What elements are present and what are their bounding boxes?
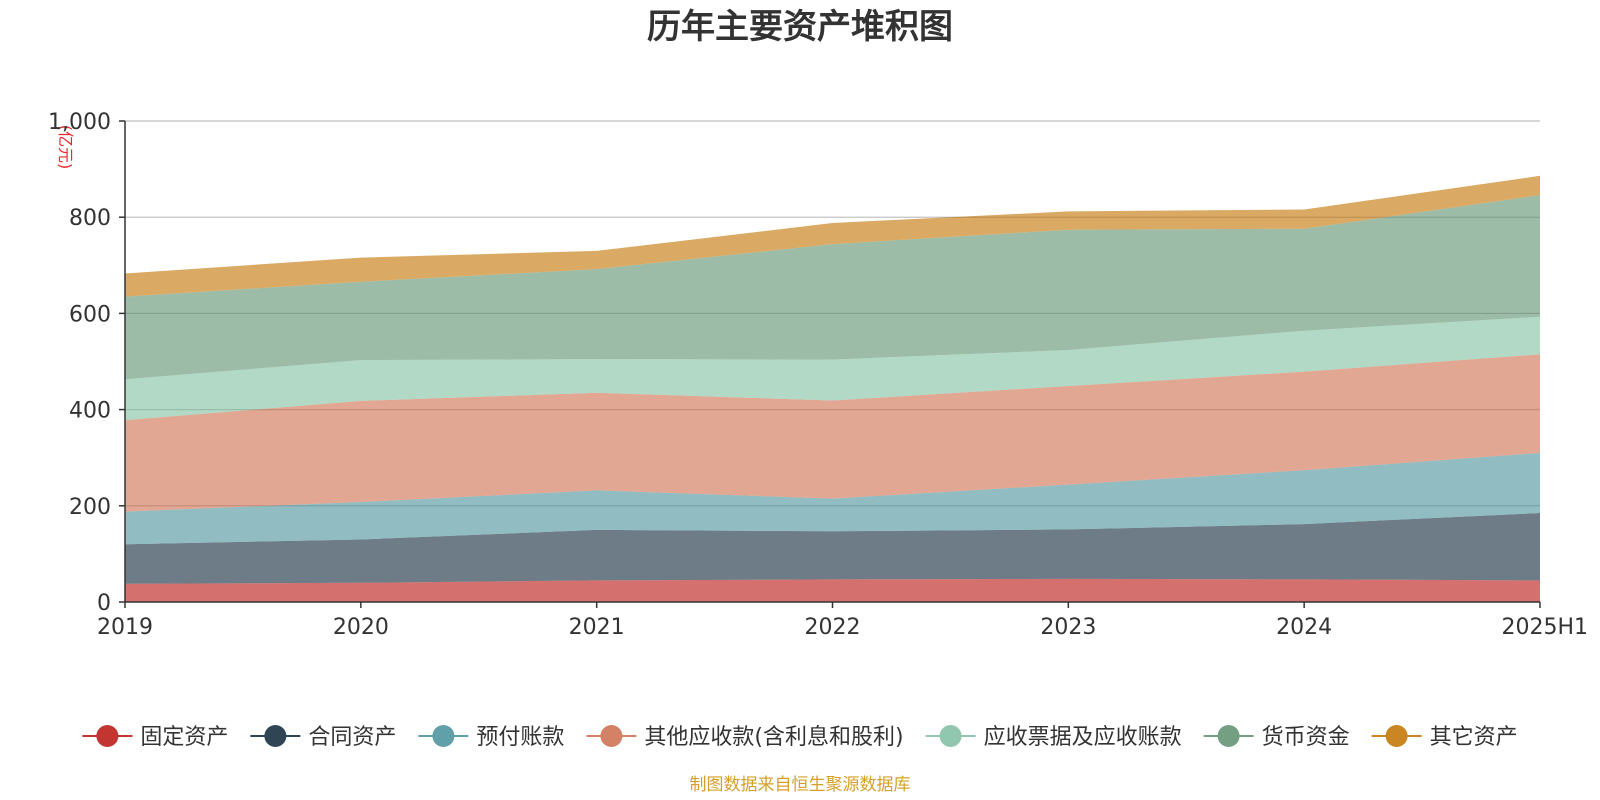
legend-label: 其它资产	[1430, 725, 1518, 750]
y-tick-label: 200	[69, 495, 111, 520]
legend-dot-marker	[264, 725, 287, 747]
area-series	[125, 316, 1540, 421]
legend-label: 预付账款	[476, 725, 564, 750]
legend-item[interactable]: 货币资金	[1203, 725, 1350, 750]
legend-label: 合同资产	[308, 725, 396, 750]
legend-label: 其他应收款(含利息和股利)	[644, 725, 903, 750]
area-series	[125, 175, 1540, 297]
legend-label: 货币资金	[1262, 725, 1350, 750]
x-axis-ticks: 2019 2020 2021 2022 2023 2024 2025H1	[97, 602, 1588, 640]
legend: 固定资产 合同资产 预付账款 其他应收款(含利息和股利) 应收票据及应收账款 货币资金 其它…	[82, 725, 1518, 750]
x-tick-label: 2025H1	[1501, 615, 1588, 640]
x-tick-label: 2019	[97, 615, 153, 640]
area-series	[125, 195, 1540, 380]
area-series-group	[125, 120, 1540, 602]
legend-dot-marker	[1385, 725, 1408, 747]
x-tick-label: 2024	[1276, 615, 1332, 640]
area-series	[125, 513, 1540, 584]
y-tick-label: 0	[97, 591, 111, 616]
area-series	[125, 578, 1540, 602]
legend-dot-marker	[939, 725, 962, 747]
chart-title: 历年主要资产堆积图	[647, 7, 953, 47]
y-axis-unit: (亿元)	[56, 125, 75, 170]
legend-item[interactable]: 固定资产	[82, 725, 228, 750]
legend-label: 固定资产	[140, 725, 228, 750]
area-series	[125, 354, 1540, 512]
area-series	[125, 452, 1540, 545]
x-tick-label: 2023	[1040, 615, 1096, 640]
y-tick-label: 600	[69, 302, 111, 327]
x-tick-label: 2022	[805, 615, 861, 640]
legend-item[interactable]: 预付账款	[418, 725, 564, 750]
x-tick-label: 2020	[333, 615, 389, 640]
x-tick-label: 2021	[569, 615, 625, 640]
y-tick-label: 400	[69, 399, 111, 424]
legend-dot-marker	[600, 725, 623, 747]
y-tick-label: 1,000	[48, 110, 111, 135]
legend-dot-marker	[1217, 725, 1240, 747]
legend-item[interactable]: 应收票据及应收账款	[925, 725, 1182, 750]
y-tick-label: 800	[69, 206, 111, 231]
data-source-note: 制图数据来自恒生聚源数据库	[690, 775, 911, 795]
legend-item[interactable]: 合同资产	[250, 725, 396, 750]
legend-label: 应收票据及应收账款	[984, 725, 1182, 750]
legend-dot-marker	[96, 725, 119, 747]
y-axis-ticks: 0 200 400 600 800 1,000	[48, 110, 125, 616]
legend-item[interactable]: 其它资产	[1371, 725, 1518, 750]
legend-item[interactable]: 其他应收款(含利息和股利)	[586, 725, 904, 750]
legend-dot-marker	[432, 725, 455, 747]
